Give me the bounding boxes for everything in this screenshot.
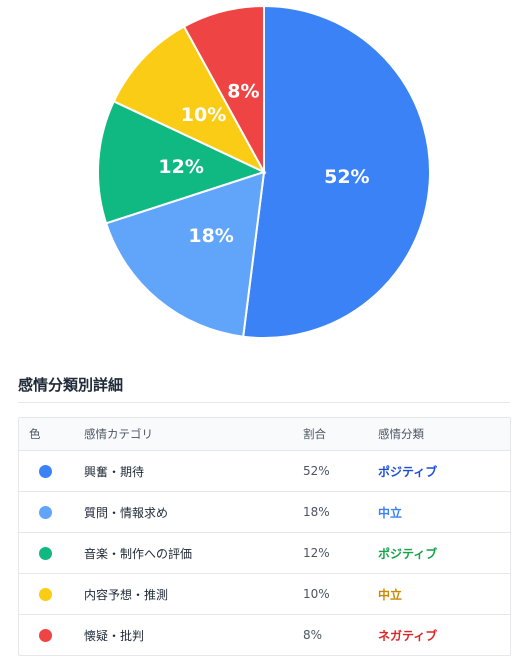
pie-slice-0 bbox=[242, 4, 431, 339]
color-dot bbox=[39, 587, 52, 601]
color-dot bbox=[39, 628, 52, 642]
classification-cell: 中立 bbox=[378, 505, 403, 520]
ratio-cell: 12% bbox=[303, 546, 330, 560]
ratio-cell: 18% bbox=[303, 505, 330, 519]
color-dot bbox=[39, 464, 52, 478]
pie-chart-svg: 52% 18% 12% 10%8% bbox=[97, 4, 431, 339]
pie-label-1: 18% bbox=[188, 225, 233, 247]
category-cell: 内容予想・推測 bbox=[84, 587, 169, 602]
divider bbox=[18, 402, 510, 403]
pie-label-4: 8% bbox=[227, 81, 259, 103]
header-ratio: 割合 bbox=[303, 427, 326, 441]
classification-cell: ポジティブ bbox=[378, 546, 438, 561]
color-cell bbox=[19, 464, 79, 478]
pie-slice-3 bbox=[112, 25, 267, 175]
header-classification: 感情分類 bbox=[378, 427, 424, 441]
color-cell bbox=[19, 628, 79, 642]
category-cell: 音楽・制作への評価 bbox=[84, 546, 193, 561]
category-cell: 懐疑・批判 bbox=[84, 628, 145, 643]
color-dot bbox=[39, 505, 52, 519]
category-cell: 興奮・期待 bbox=[84, 464, 145, 479]
sentiment-table: 色 感情カテゴリ 割合 感情分類 興奮・期待 52% ポジティブ 質問・情報求め 18%… bbox=[18, 417, 511, 656]
header-color: 色 bbox=[29, 427, 41, 441]
category-cell: 質問・情報求め bbox=[84, 505, 169, 520]
classification-cell: 中立 bbox=[378, 587, 403, 602]
section-title: 感情分類別詳細 bbox=[18, 376, 124, 394]
table-header-row: 色 感情カテゴリ 割合 感情分類 bbox=[19, 418, 510, 450]
pie-chart: 52% 18% 12% 10% 8% bbox=[97, 4, 431, 339]
table-row: 音楽・制作への評価 12% ポジティブ bbox=[19, 532, 510, 573]
classification-cell: ネガティブ bbox=[378, 628, 438, 643]
ratio-cell: 52% bbox=[303, 464, 330, 478]
table-row: 興奮・期待 52% ポジティブ bbox=[19, 450, 510, 491]
pie-label-0: 52% bbox=[324, 166, 369, 188]
table-body: 興奮・期待 52% ポジティブ 質問・情報求め 18% 中立 音楽・制作への評価 12% ポジテ… bbox=[19, 450, 510, 655]
pie-label-3: 10% bbox=[181, 104, 226, 126]
ratio-cell: 8% bbox=[303, 628, 323, 642]
color-cell bbox=[19, 587, 79, 601]
table-row: 懐疑・批判 8% ネガティブ bbox=[19, 614, 510, 655]
color-cell bbox=[19, 505, 79, 519]
ratio-cell: 10% bbox=[303, 587, 330, 601]
classification-cell: ポジティブ bbox=[378, 464, 438, 479]
pie-slice-1 bbox=[104, 170, 266, 338]
pie-slice-2 bbox=[97, 99, 267, 225]
header-category: 感情カテゴリ bbox=[84, 427, 153, 441]
color-cell bbox=[19, 546, 79, 560]
pie-label-2: 12% bbox=[158, 156, 203, 178]
table-row: 内容予想・推測 10% 中立 bbox=[19, 573, 510, 614]
color-dot bbox=[39, 546, 52, 560]
table-row: 質問・情報求め 18% 中立 bbox=[19, 491, 510, 532]
pie-slice-4 bbox=[182, 4, 265, 173]
